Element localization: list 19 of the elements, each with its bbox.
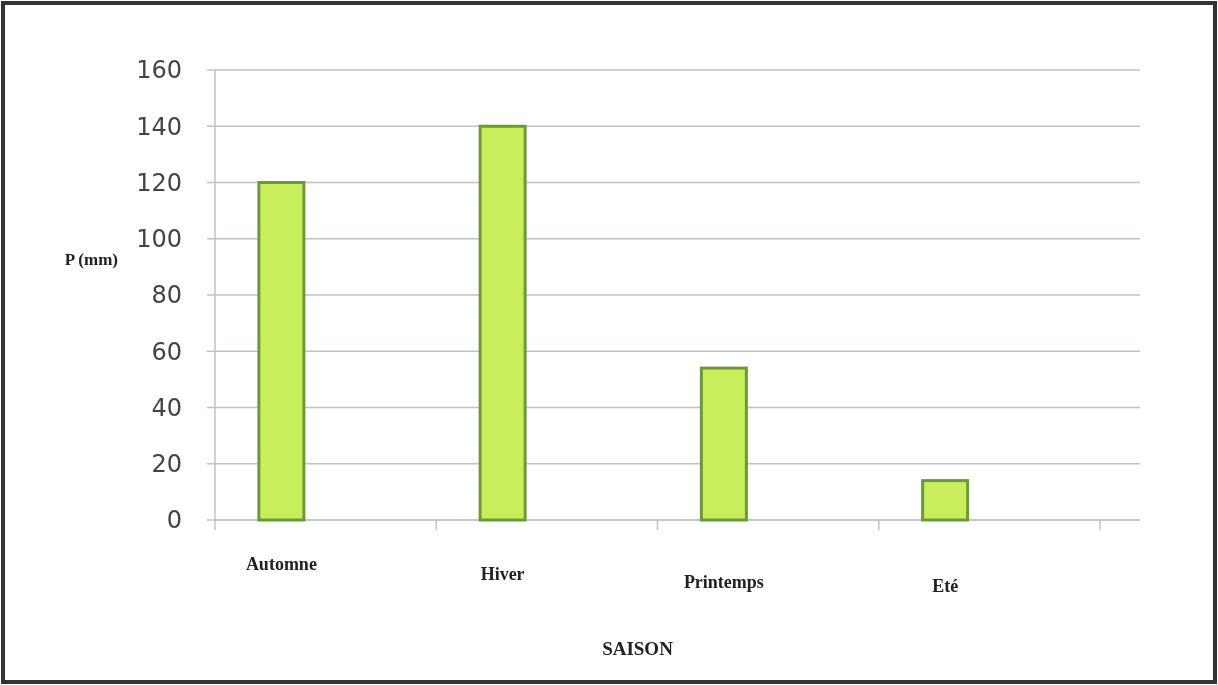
x-axis-title: SAISON: [602, 638, 674, 659]
y-tick-label: 0: [166, 506, 182, 535]
y-tick-label: 160: [136, 56, 182, 85]
y-tick-label: 120: [136, 168, 182, 197]
y-tick-label: 140: [136, 112, 182, 141]
y-tick-label: 80: [151, 281, 182, 310]
bar: [257, 181, 306, 522]
y-axis-title: P (mm): [64, 250, 118, 269]
bar: [921, 479, 970, 522]
x-tick-label: Eté: [932, 576, 959, 596]
x-tick-label: Printemps: [683, 572, 764, 592]
y-tick-label: 60: [151, 337, 182, 366]
y-tick-label: 100: [136, 225, 182, 254]
bar: [478, 124, 527, 522]
x-tick-label: Automne: [245, 554, 317, 574]
bar: [699, 366, 748, 522]
y-tick-label: 40: [151, 393, 182, 422]
y-tick-label: 20: [151, 450, 182, 479]
x-tick-label: Hiver: [480, 564, 525, 584]
